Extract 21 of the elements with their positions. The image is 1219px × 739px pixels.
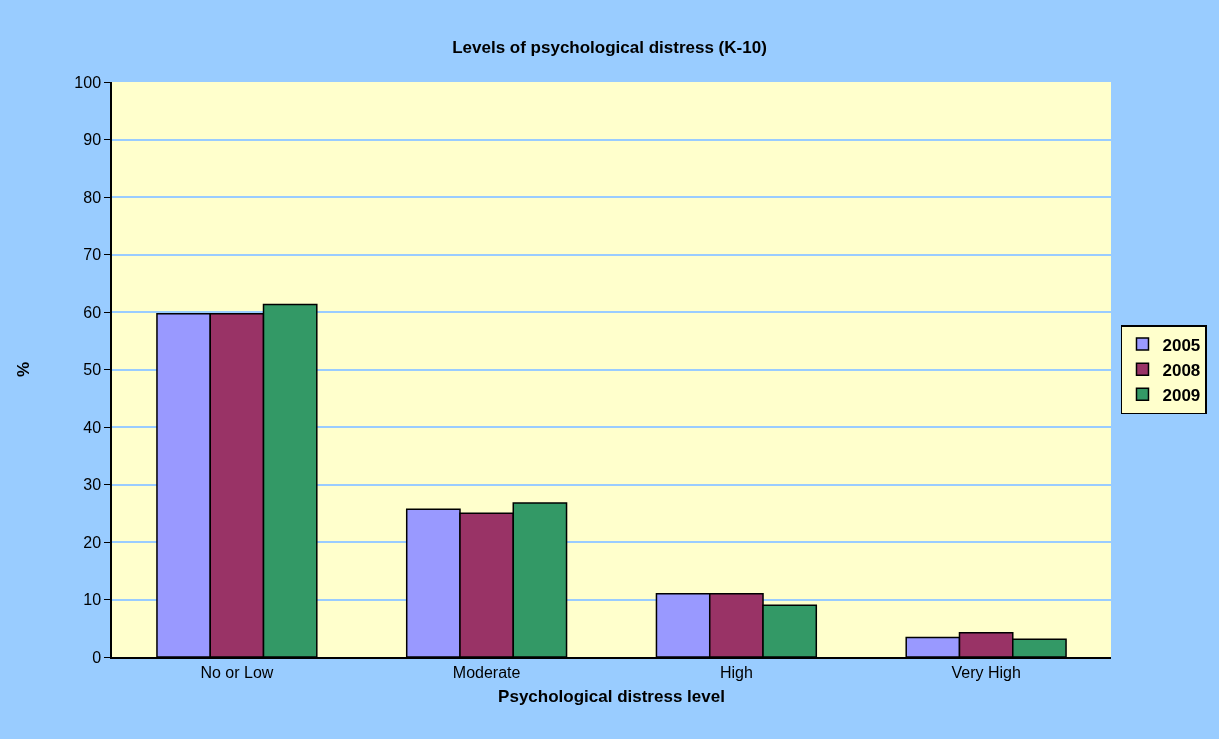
x-axis-title: Psychological distress level [498, 686, 725, 706]
y-tick-label: 40 [83, 418, 102, 436]
legend-label: 2009 [1162, 385, 1201, 405]
chart-title: Levels of psychological distress (K-10) [452, 37, 767, 57]
y-tick-label: 50 [83, 361, 102, 379]
x-tick-label: High [719, 663, 753, 681]
legend-label: 2005 [1162, 335, 1201, 355]
y-tick-label: 30 [83, 476, 102, 494]
y-tick-label: 80 [83, 188, 102, 206]
y-tick-label: 20 [83, 533, 102, 551]
y-tick-label: 10 [83, 591, 102, 609]
y-tick-label: 100 [74, 73, 102, 91]
y-tick-label: 70 [83, 246, 102, 264]
y-tick-label: 90 [83, 131, 102, 149]
x-tick-label: No or Low [200, 663, 274, 681]
x-tick-label: Moderate [452, 663, 521, 681]
y-axis-title: % [14, 361, 34, 378]
y-tick-label: 60 [83, 303, 102, 321]
x-tick-label: Very High [951, 663, 1021, 681]
legend-label: 2008 [1162, 360, 1201, 380]
y-tick-label: 0 [92, 648, 102, 666]
